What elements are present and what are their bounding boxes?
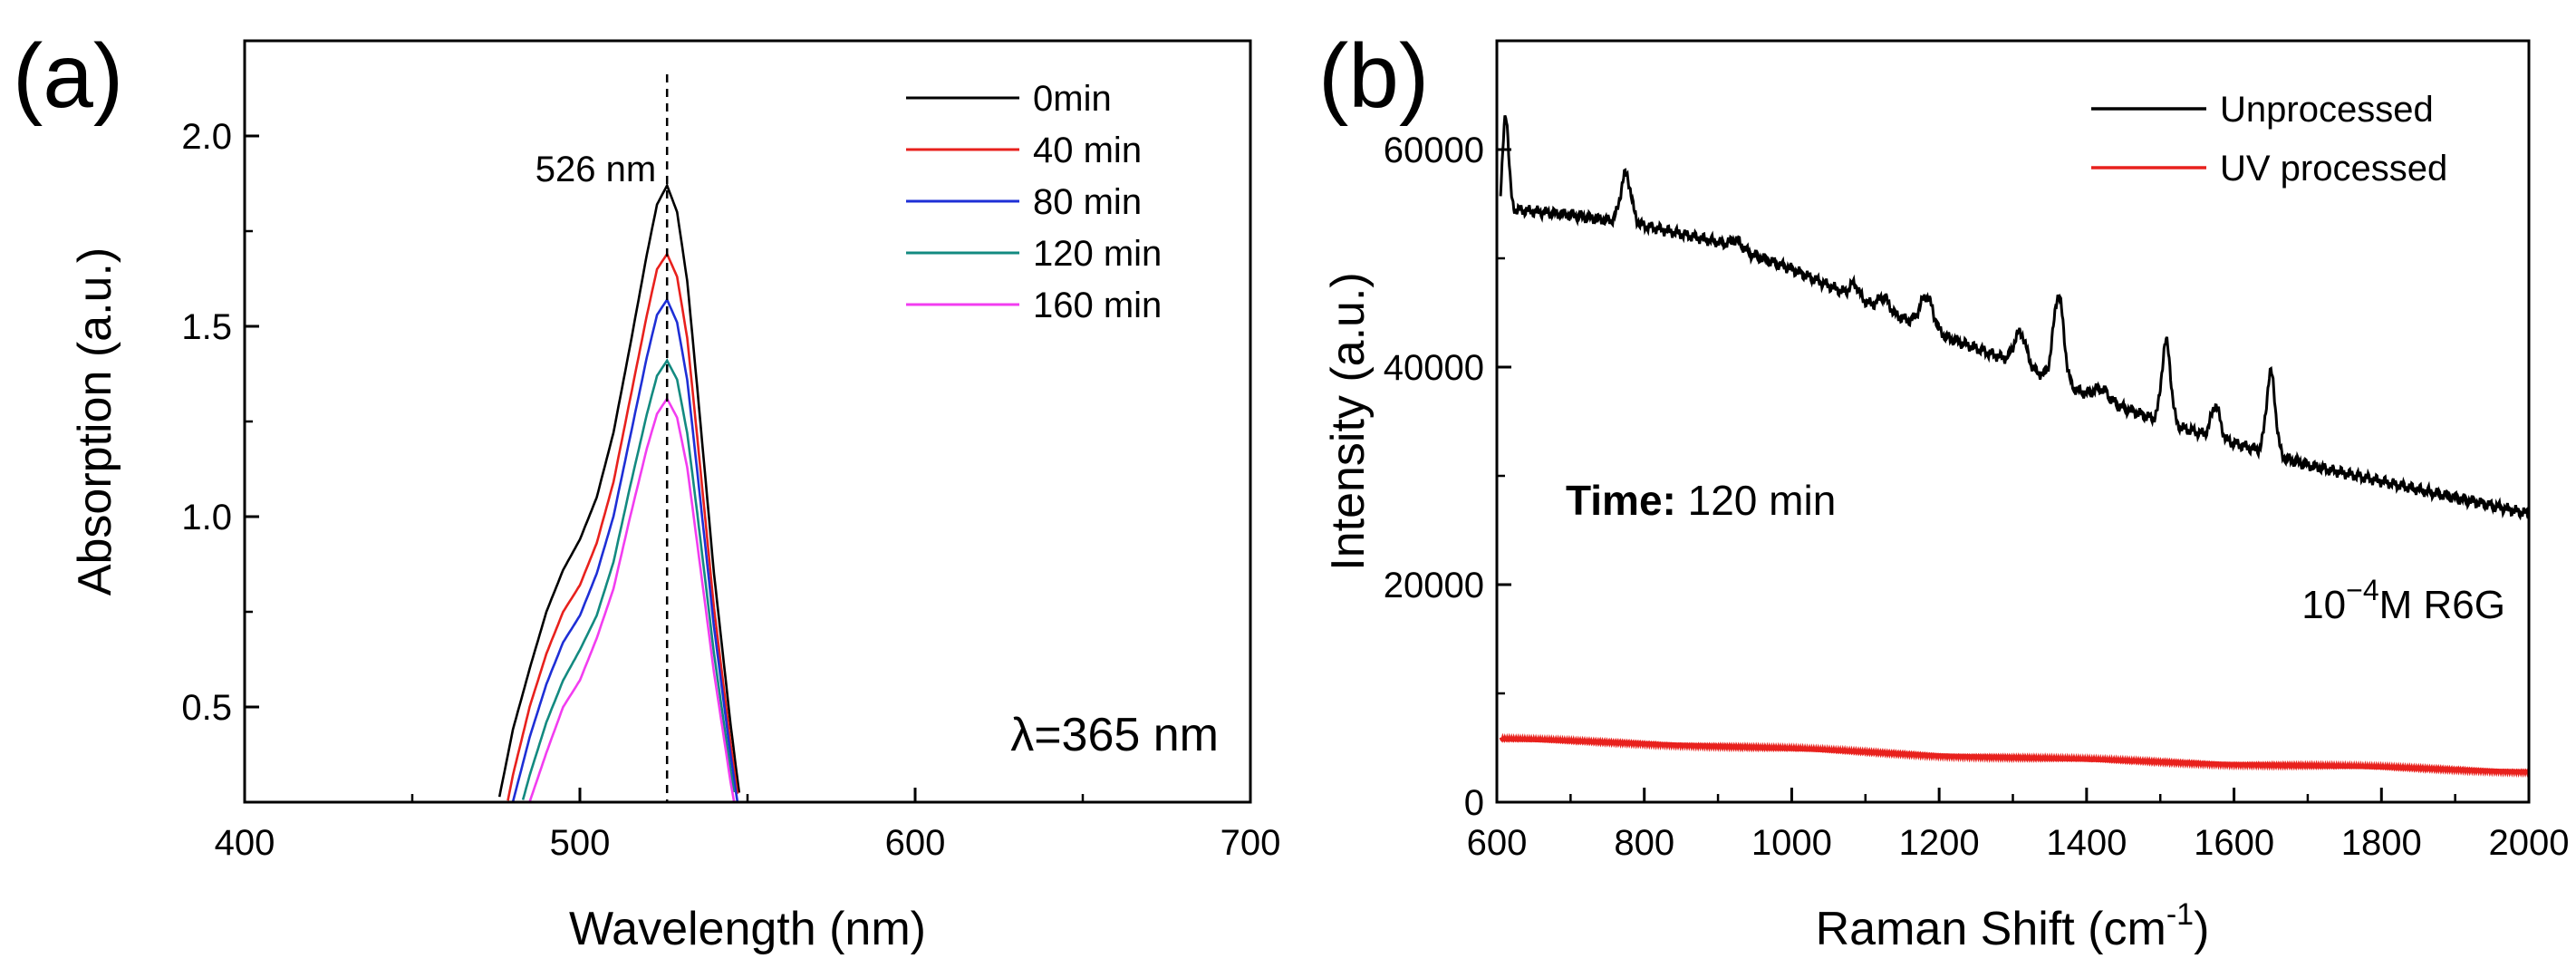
x-tick-label: 1400 — [2046, 823, 2127, 863]
x-tick-label: 500 — [550, 823, 611, 863]
x-tick-label: 700 — [1220, 823, 1281, 863]
panel-a: (a) 526 nm 400 500 600 700 0.5 1.0 1.5 2.0 Wave… — [13, 25, 1280, 955]
legend-label-4: 160 min — [1033, 286, 1162, 325]
panel-a-label: (a) — [13, 25, 123, 127]
x-tick-label: 1200 — [1899, 823, 1980, 863]
y-tick-label: 20000 — [1384, 566, 1484, 605]
panel-b-legend: Unprocessed UV processed — [2091, 90, 2447, 189]
panel-b-frame — [1495, 39, 2531, 804]
x-tick-label: 600 — [885, 823, 946, 863]
y-tick-label: 1.0 — [181, 498, 232, 537]
panel-a-frame — [243, 39, 1252, 804]
y-tick-label: 0.5 — [181, 688, 232, 728]
panel-b-y-axis-label: Intensity (a.u.) — [1322, 272, 1375, 570]
y-tick-label: 1.5 — [181, 307, 232, 347]
panel-b-x-axis-label: Raman Shift (cm-1) — [1816, 897, 2210, 955]
series-line-unprocessed — [1499, 114, 2531, 521]
x-tick-label: 800 — [1614, 823, 1674, 863]
panel-b-ticks: 600 800 1000 1200 1400 1600 1800 20000200004000… — [1384, 131, 2570, 863]
y-tick-label: 0 — [1464, 783, 1484, 823]
x-tick-label: 1000 — [1751, 823, 1832, 863]
legend-label-1: 40 min — [1033, 131, 1142, 170]
legend-label-1: UV processed — [2220, 149, 2447, 189]
y-tick-label: 60000 — [1384, 131, 1484, 170]
x-tick-label: 1800 — [2341, 823, 2422, 863]
concentration-annotation: 10−4M R6G — [2301, 574, 2505, 627]
legend-label-3: 120 min — [1033, 234, 1162, 274]
x-tick-label: 600 — [1467, 823, 1528, 863]
panel-b-series-lines — [1499, 114, 2531, 779]
panel-b-label: (b) — [1318, 25, 1429, 127]
y-tick-label: 40000 — [1384, 348, 1484, 388]
panel-a-y-axis-label: Absorption (a.u.) — [69, 247, 121, 596]
series-line-2 — [511, 296, 739, 803]
x-tick-label: 400 — [215, 823, 275, 863]
series-line-uv-processed — [1499, 732, 2530, 779]
series-line-3 — [521, 358, 736, 800]
panel-a-legend: 0min 40 min 80 min 120 min 160 min — [906, 79, 1162, 325]
peak-label: 526 nm — [535, 150, 656, 189]
panel-b: (b) 600 800 1000 1200 1400 1600 1800 2000020000… — [1318, 25, 2569, 955]
panel-a-x-axis-label: Wavelength (nm) — [569, 903, 926, 955]
x-tick-label: 1600 — [2194, 823, 2274, 863]
series-line-1 — [507, 251, 739, 801]
time-annotation: Time: 120 min — [1566, 477, 1836, 524]
series-line-4 — [528, 396, 736, 803]
legend-label-2: 80 min — [1033, 182, 1142, 222]
panel-a-series-lines — [497, 182, 741, 803]
y-tick-label: 2.0 — [181, 117, 232, 157]
excitation-wavelength-annotation: λ=365 nm — [1010, 709, 1219, 761]
x-tick-label: 2000 — [2489, 823, 2570, 863]
legend-label-0: 0min — [1033, 79, 1112, 119]
series-line-0 — [497, 182, 741, 798]
legend-label-0: Unprocessed — [2220, 90, 2434, 130]
